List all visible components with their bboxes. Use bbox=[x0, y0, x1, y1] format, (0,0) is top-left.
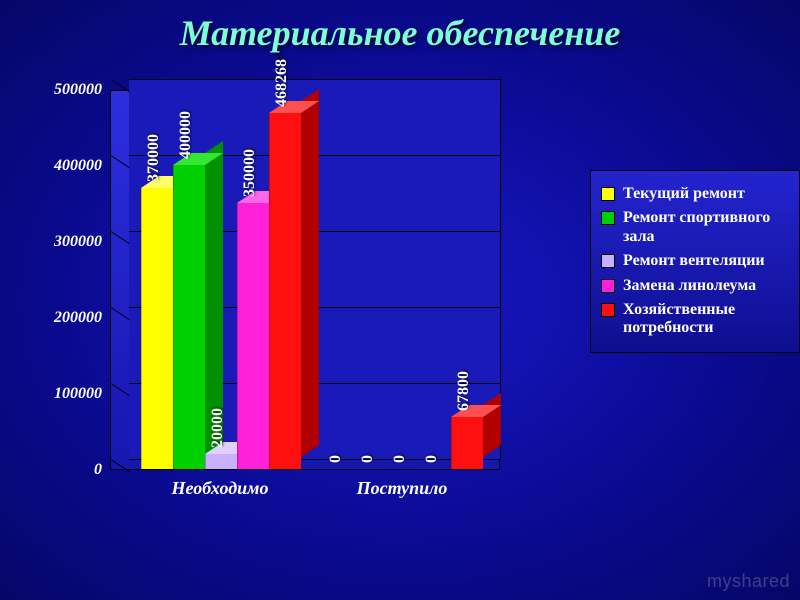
y-tick-label: 100000 bbox=[54, 385, 102, 403]
watermark: myshared bbox=[707, 571, 790, 592]
bar: 400000 bbox=[173, 165, 205, 469]
y-axis: 0100000200000300000400000500000 bbox=[30, 90, 110, 470]
legend-item: Текущий ремонт bbox=[601, 185, 789, 203]
grid-depth-line bbox=[111, 307, 130, 320]
bar-front bbox=[269, 113, 301, 469]
legend-swatch bbox=[601, 303, 615, 317]
grid-depth-line bbox=[111, 383, 130, 396]
legend-item: Ремонт спортивного зала bbox=[601, 209, 789, 246]
legend-label: Текущий ремонт bbox=[623, 185, 745, 203]
page-title: Материальное обеспечение bbox=[0, 0, 800, 54]
legend-label: Хозяйственные потребности bbox=[623, 301, 789, 338]
legend-swatch bbox=[601, 279, 615, 293]
bar-value-label: 0 bbox=[391, 455, 409, 463]
legend-item: Замена линолеума bbox=[601, 277, 789, 295]
legend: Текущий ремонт Ремонт спортивного зала Рем… bbox=[590, 170, 800, 353]
bar-front bbox=[173, 165, 205, 469]
legend-label: Замена линолеума bbox=[623, 277, 756, 295]
grid-line bbox=[129, 79, 501, 80]
grid-depth-line bbox=[111, 155, 130, 168]
bar-front bbox=[205, 454, 237, 469]
bar-value-label: 0 bbox=[359, 455, 377, 463]
grid-depth-line bbox=[111, 79, 130, 92]
bar-value-label: 67800 bbox=[455, 371, 473, 411]
bar: 350000 bbox=[237, 203, 269, 469]
y-tick-label: 400000 bbox=[54, 157, 102, 175]
y-tick-label: 500000 bbox=[54, 81, 102, 99]
legend-label: Ремонт спортивного зала bbox=[623, 209, 789, 246]
bar: 20000 bbox=[205, 454, 237, 469]
bar-front bbox=[451, 417, 483, 469]
bar-front bbox=[141, 188, 173, 469]
bar-value-label: 0 bbox=[327, 455, 345, 463]
y-tick-label: 300000 bbox=[54, 233, 102, 251]
y-tick-label: 200000 bbox=[54, 309, 102, 327]
bar-value-label: 468268 bbox=[273, 59, 291, 107]
bar: 468268 bbox=[269, 113, 301, 469]
legend-item: Хозяйственные потребности bbox=[601, 301, 789, 338]
legend-label: Ремонт вентеляции bbox=[623, 252, 765, 270]
bar-value-label: 350000 bbox=[241, 149, 259, 197]
y-tick-label: 0 bbox=[94, 461, 102, 479]
bar-value-label: 0 bbox=[423, 455, 441, 463]
bar-value-label: 400000 bbox=[177, 111, 195, 159]
chart-stage: 0100000200000300000400000500000 37000040… bbox=[30, 90, 770, 560]
bar-front bbox=[237, 203, 269, 469]
legend-swatch bbox=[601, 211, 615, 225]
legend-item: Ремонт вентеляции bbox=[601, 252, 789, 270]
bar-value-label: 370000 bbox=[145, 134, 163, 182]
chart-plot-area: 37000040000020000350000468268000067800 bbox=[110, 90, 500, 470]
legend-swatch bbox=[601, 254, 615, 268]
x-category-label: Необходимо bbox=[140, 478, 300, 499]
grid-depth-line bbox=[111, 459, 130, 472]
bar: 67800 bbox=[451, 417, 483, 469]
legend-swatch bbox=[601, 187, 615, 201]
grid-depth-line bbox=[111, 231, 130, 244]
bar: 370000 bbox=[141, 188, 173, 469]
x-category-label: Поступило bbox=[322, 478, 482, 499]
bar-side bbox=[301, 89, 319, 457]
bar-value-label: 20000 bbox=[209, 408, 227, 448]
